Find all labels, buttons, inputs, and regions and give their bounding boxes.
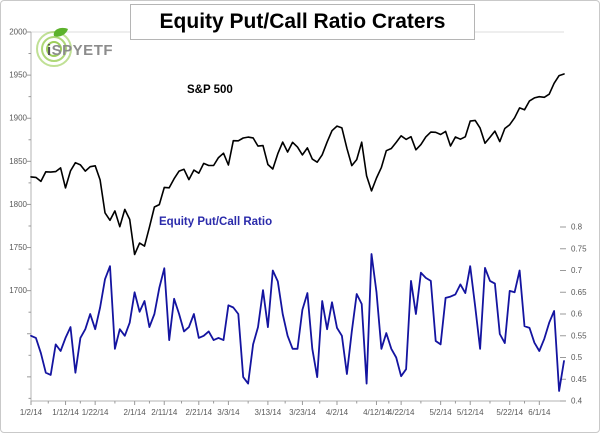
ispyetf-logo: iSPYETF	[29, 27, 145, 69]
x-tick-label: 3/13/14	[255, 408, 282, 417]
y-right-tick-label: 0.7	[571, 266, 583, 275]
y-left-tick-label: 1700	[9, 286, 27, 295]
y-right-tick-label: 0.75	[571, 244, 587, 253]
y-left-tick-label: 1900	[9, 114, 27, 123]
y-left-tick-label: 1750	[9, 243, 27, 252]
putcall-line	[30, 253, 565, 392]
y-left-tick-label: 1950	[9, 71, 27, 80]
y-right-tick-label: 0.5	[571, 353, 583, 362]
logo-rings-icon	[36, 31, 72, 67]
x-tick-label: 2/11/14	[151, 408, 178, 417]
logo-text-rest: SPYETF	[52, 42, 113, 59]
x-tick-label: 1/22/14	[82, 408, 109, 417]
sp500-series-label: S&P 500	[187, 84, 233, 96]
x-tick-label: 4/12/14	[363, 408, 390, 417]
y-left-tick-label: 1850	[9, 157, 27, 166]
y-left-tick-label: 1800	[9, 200, 27, 209]
y-right-tick-label: 0.6	[571, 310, 583, 319]
logo-leaf-icon	[53, 27, 68, 37]
y-right-tick-label: 0.8	[571, 223, 583, 232]
x-tick-label: 6/1/14	[528, 408, 551, 417]
y-right-tick-label: 0.55	[571, 331, 587, 340]
x-tick-label: 3/23/14	[289, 408, 316, 417]
x-tick-label: 5/2/14	[429, 408, 452, 417]
y-right-tick-label: 0.65	[571, 288, 587, 297]
x-tick-label: 5/12/14	[457, 408, 484, 417]
x-tick-label: 4/22/14	[388, 408, 415, 417]
x-tick-label: 5/22/14	[496, 408, 523, 417]
y-right-tick-label: 0.4	[571, 397, 583, 406]
putcall-series-label: Equity Put/Call Ratio	[159, 216, 273, 228]
x-tick-label: 2/21/14	[185, 408, 212, 417]
x-tick-label: 2/1/14	[124, 408, 147, 417]
y-left-tick-label: 2000	[9, 28, 27, 37]
sp500-line	[30, 73, 565, 256]
x-tick-label: 1/2/14	[20, 408, 43, 417]
y-right-tick-label: 0.45	[571, 375, 587, 384]
logo-graphic: iSPYETF	[36, 27, 113, 67]
x-tick-label: 3/3/14	[217, 408, 240, 417]
x-tick-label: 1/12/14	[52, 408, 79, 417]
x-tick-label: 4/2/14	[326, 408, 349, 417]
chart-title: Equity Put/Call Ratio Craters	[130, 4, 475, 40]
logo-text-prefix: i	[47, 42, 52, 59]
logo-text: iSPYETF	[47, 42, 113, 59]
